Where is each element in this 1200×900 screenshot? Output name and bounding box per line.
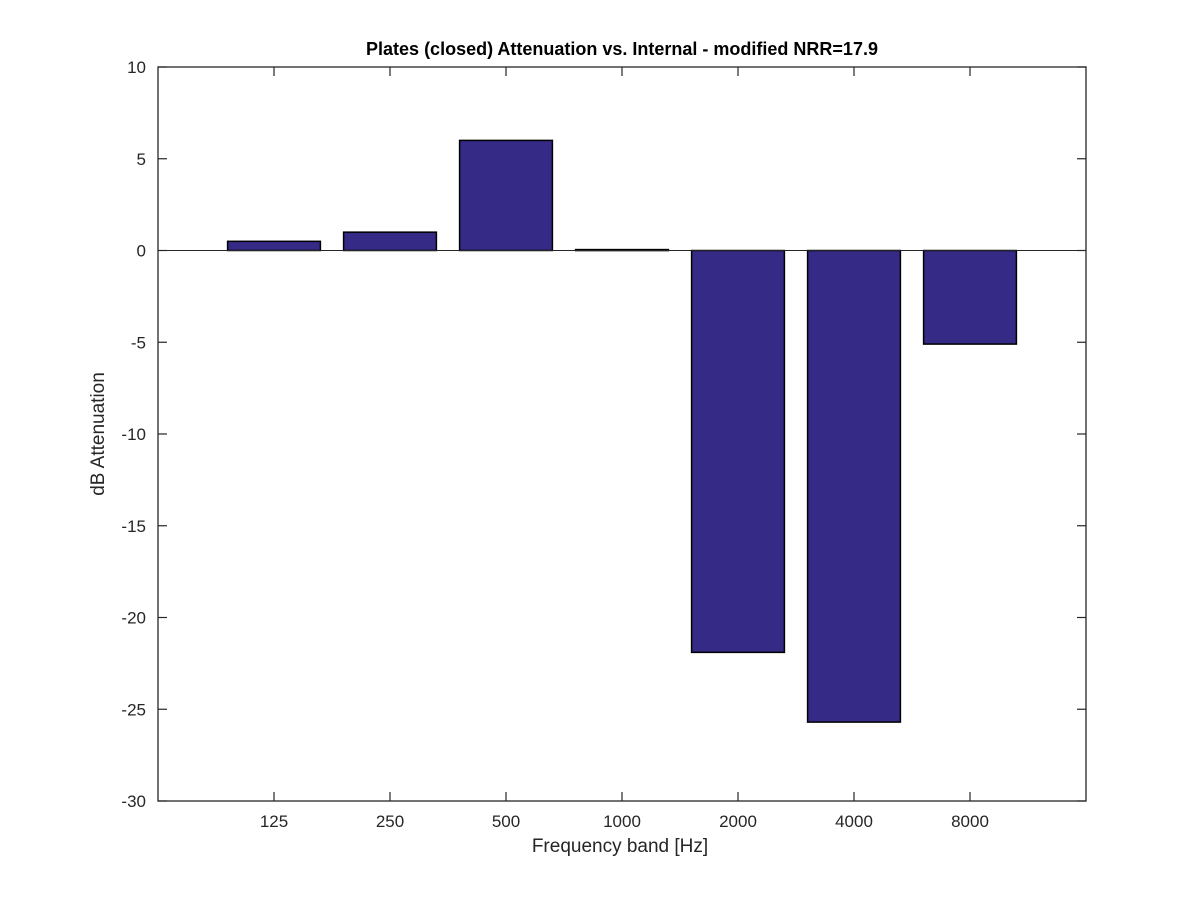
bar-4000 [806,249,902,723]
x-tick-label: 2000 [719,812,757,831]
y-tick-label: -15 [121,517,146,536]
bar-125 [226,240,322,252]
y-tick-label: -10 [121,425,146,444]
y-tick-label: 10 [127,58,146,77]
axes-frame [157,66,1087,802]
x-tick-label: 125 [260,812,288,831]
y-tick-label: -20 [121,609,146,628]
plot-area: -30 -25 -20 -15 -10 -5 0 5 10 125 250 500 1000 2000 40… [121,58,1087,831]
bar-2000 [690,249,786,654]
x-axis-label: Frequency band [Hz] [532,836,708,857]
x-tick-label: 8000 [951,812,989,831]
y-axis-label: dB Attenuation [88,372,109,496]
bar-500 [458,139,554,252]
x-tick-label: 250 [376,812,404,831]
y-tick-label: 5 [137,150,146,169]
y-tick-label: 0 [137,242,146,261]
bar-8000 [922,249,1018,345]
x-tick-label: 1000 [603,812,641,831]
y-tick-label: -30 [121,792,146,811]
chart-title: Plates (closed) Attenuation vs. Internal… [366,39,878,59]
y-tick-label: -5 [131,333,146,352]
bar-250 [342,231,438,252]
y-tick-label: -25 [121,700,146,719]
x-tick-label: 4000 [835,812,873,831]
x-tick-label: 500 [492,812,520,831]
